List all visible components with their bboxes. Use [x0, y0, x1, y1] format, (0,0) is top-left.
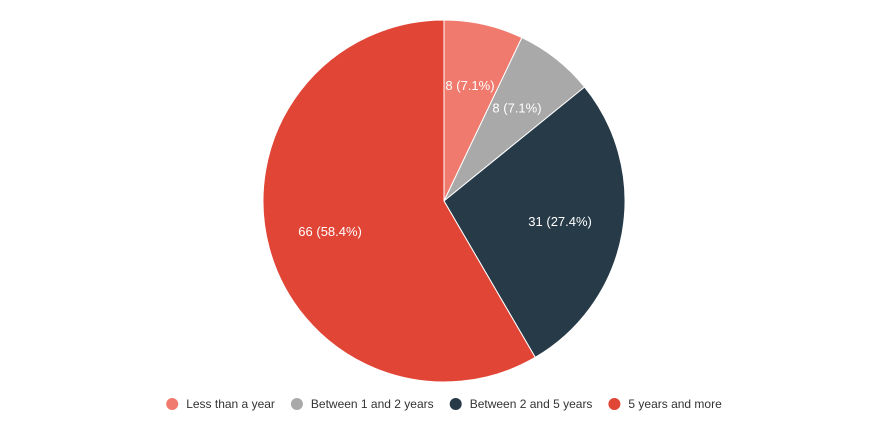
legend-item-2[interactable]: Between 2 and 5 years [449, 397, 593, 411]
legend-label-2: Between 2 and 5 years [470, 397, 593, 411]
slice-label-3: 66 (58.4%) [298, 224, 362, 239]
legend-item-1[interactable]: Between 1 and 2 years [290, 397, 434, 411]
slice-label-0: 8 (7.1%) [445, 78, 494, 93]
legend-label-1: Between 1 and 2 years [311, 397, 434, 411]
pie-slices [262, 19, 626, 383]
slice-labels: 8 (7.1%) 8 (7.1%) 31 (27.4%) 66 (58.4%) [298, 78, 592, 239]
legend-marker-0 [166, 398, 179, 410]
legend: Less than a year Between 1 and 2 years Bet… [166, 397, 722, 411]
slice-label-2: 31 (27.4%) [528, 214, 592, 229]
legend-label-3: 5 years and more [628, 397, 722, 411]
legend-marker-3 [608, 398, 621, 410]
slice-label-1: 8 (7.1%) [492, 100, 541, 115]
pie-slice-3 [262, 19, 536, 383]
legend-item-3[interactable]: 5 years and more [608, 397, 722, 411]
legend-label-0: Less than a year [186, 397, 275, 411]
legend-item-0[interactable]: Less than a year [166, 397, 275, 411]
pie-slice-2 [443, 86, 626, 359]
legend-marker-2 [449, 398, 462, 410]
legend-marker-1 [290, 398, 303, 410]
